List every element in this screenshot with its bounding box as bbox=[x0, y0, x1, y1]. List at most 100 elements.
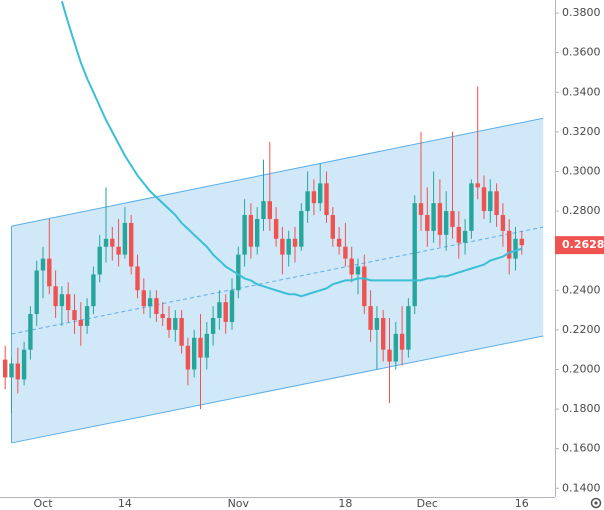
candle-body bbox=[179, 318, 184, 346]
candle-body bbox=[210, 318, 216, 334]
candle-body bbox=[507, 230, 512, 259]
candle-body bbox=[84, 306, 90, 326]
y-tick-label: 0.2000 bbox=[562, 362, 601, 375]
price-label: 0.2628 bbox=[562, 238, 604, 251]
x-tick-label: 16 bbox=[515, 497, 529, 510]
candle-body bbox=[450, 211, 455, 227]
candle-body bbox=[21, 349, 27, 380]
settings-icon[interactable] bbox=[590, 497, 602, 509]
candle-body bbox=[9, 363, 14, 378]
candle-body bbox=[198, 337, 203, 358]
candle-body bbox=[248, 215, 254, 247]
candle-body bbox=[349, 258, 354, 275]
candle-body bbox=[223, 302, 228, 322]
x-tick-label: 18 bbox=[338, 497, 352, 510]
y-tick-label: 0.1600 bbox=[562, 442, 601, 455]
candle-body bbox=[28, 314, 33, 350]
candle-body bbox=[192, 337, 197, 370]
moving-average bbox=[60, 0, 523, 298]
x-tick-label: 14 bbox=[118, 497, 132, 510]
y-tick-label: 0.3600 bbox=[562, 46, 601, 59]
candle-body bbox=[431, 203, 436, 231]
candle-body bbox=[72, 310, 77, 320]
candle-body bbox=[462, 230, 468, 243]
candle-body bbox=[500, 215, 506, 231]
y-tick-label: 0.2400 bbox=[562, 283, 601, 296]
candle-body bbox=[324, 183, 329, 216]
candle-body bbox=[217, 302, 222, 319]
y-tick-label: 0.2200 bbox=[562, 323, 601, 336]
candle-body bbox=[204, 333, 209, 358]
candle-body bbox=[53, 286, 58, 307]
candle-body bbox=[116, 246, 121, 255]
candle-body bbox=[444, 211, 449, 235]
candle-body bbox=[437, 203, 443, 235]
candle-body bbox=[481, 187, 487, 212]
candle-body bbox=[267, 201, 272, 219]
candle-body bbox=[343, 246, 348, 259]
candle-body bbox=[469, 183, 474, 231]
candle-body bbox=[456, 226, 461, 243]
candle-body bbox=[387, 349, 392, 362]
plot-area bbox=[3, 0, 544, 444]
candle-body bbox=[494, 191, 499, 216]
channel-upper bbox=[11, 117, 544, 227]
candle-body bbox=[381, 318, 386, 350]
y-tick-label: 0.2800 bbox=[562, 204, 601, 217]
candle-body bbox=[286, 238, 291, 255]
channel-middle bbox=[11, 226, 544, 335]
candle-body bbox=[418, 203, 424, 216]
x-tick-label: Oct bbox=[33, 497, 53, 510]
candle-body bbox=[336, 238, 342, 247]
candle-body bbox=[141, 290, 146, 307]
candle-body bbox=[97, 246, 102, 275]
candle-body bbox=[330, 215, 335, 239]
candle-body bbox=[135, 266, 140, 291]
y-tick-label: 0.3000 bbox=[562, 164, 601, 177]
candle-body bbox=[122, 222, 128, 255]
candle-body bbox=[47, 258, 52, 287]
candle-body bbox=[399, 333, 405, 350]
candle-body bbox=[488, 191, 493, 212]
y-tick-label: 0.3200 bbox=[562, 125, 601, 138]
candle-body bbox=[154, 298, 159, 315]
y-tick-label: 0.3400 bbox=[562, 85, 601, 98]
candle-body bbox=[110, 238, 115, 247]
y-tick-label: 0.1400 bbox=[562, 481, 601, 494]
candle-body bbox=[513, 238, 518, 259]
price-label-box bbox=[555, 236, 604, 255]
candle-body bbox=[393, 333, 398, 362]
candle-body bbox=[475, 183, 480, 188]
candle-body bbox=[160, 314, 165, 319]
candle-body bbox=[173, 318, 178, 330]
candle-body bbox=[185, 345, 191, 370]
candle-body bbox=[280, 238, 285, 255]
candle-body bbox=[40, 258, 46, 271]
candle-body bbox=[59, 294, 65, 307]
candle-body bbox=[66, 294, 71, 311]
candle-body bbox=[273, 218, 279, 239]
candle-body bbox=[78, 319, 83, 326]
candle-body bbox=[255, 218, 260, 247]
candle-body bbox=[15, 363, 20, 380]
candle-body bbox=[147, 298, 153, 307]
candle-body bbox=[305, 191, 310, 212]
candle-body bbox=[3, 359, 8, 378]
candle-body bbox=[91, 274, 96, 307]
candle-body bbox=[362, 266, 367, 307]
y-tick-label: 0.3800 bbox=[562, 6, 601, 19]
candle-body bbox=[519, 238, 524, 246]
candle-body bbox=[374, 318, 380, 330]
candle-body bbox=[34, 270, 39, 315]
x-tick-label: Dec bbox=[417, 497, 438, 510]
x-tick-label: Nov bbox=[228, 497, 250, 510]
candle-body bbox=[318, 183, 323, 204]
candle-body bbox=[242, 215, 247, 255]
y-tick-label: 0.1800 bbox=[562, 402, 601, 415]
candle-body bbox=[103, 238, 109, 247]
candle-body bbox=[368, 306, 373, 330]
candle-body bbox=[292, 238, 298, 247]
channel-lower bbox=[11, 335, 544, 444]
gear-ring bbox=[590, 497, 602, 509]
candle-body bbox=[166, 318, 172, 330]
